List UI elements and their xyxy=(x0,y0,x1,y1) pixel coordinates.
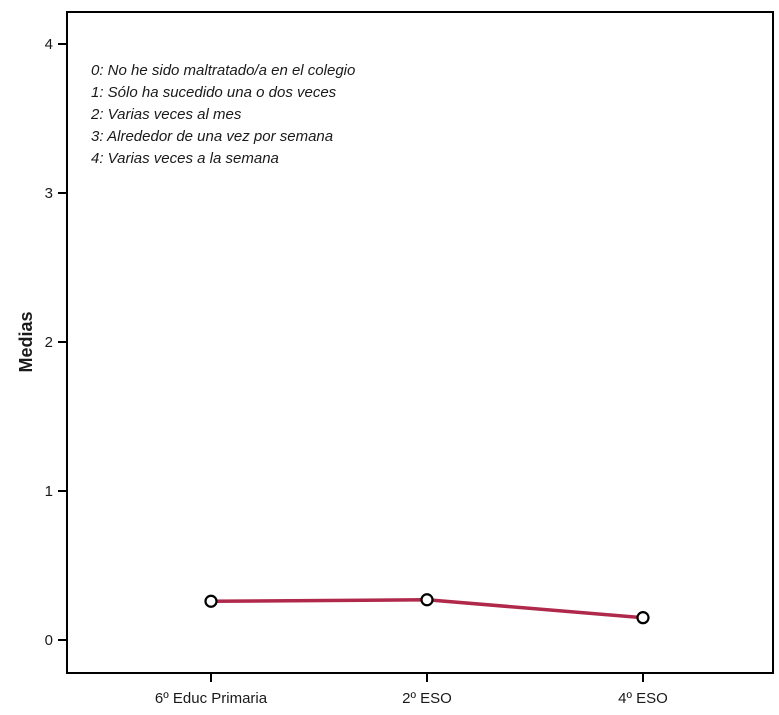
y-axis-ticks: 0 1 2 3 4 xyxy=(45,36,67,649)
annotation-line-0: 0: No he sido maltratado/a en el colegio xyxy=(91,62,355,79)
data-point-1 xyxy=(420,593,434,607)
annotation-legend: 0: No he sido maltratado/a en el colegio… xyxy=(90,62,355,167)
y-tick-label-0: 0 xyxy=(45,632,53,649)
y-tick-label-2: 2 xyxy=(45,334,53,351)
data-point-2 xyxy=(636,611,650,625)
x-tick-label-0: 6º Educ Primaria xyxy=(155,690,268,707)
x-tick-label-1: 2º ESO xyxy=(402,690,452,707)
x-axis-ticks: 6º Educ Primaria 2º ESO 4º ESO xyxy=(155,673,668,707)
data-point-0 xyxy=(204,594,218,608)
annotation-line-3: 3: Alrededor de una vez por semana xyxy=(91,128,333,145)
annotation-line-1: 1: Sólo ha sucedido una o dos veces xyxy=(91,84,337,101)
x-tick-label-2: 4º ESO xyxy=(618,690,668,707)
y-tick-label-4: 4 xyxy=(45,36,53,53)
y-tick-label-3: 3 xyxy=(45,185,53,202)
y-tick-label-1: 1 xyxy=(45,483,53,500)
annotation-line-4: 4: Varias veces a la semana xyxy=(91,150,279,167)
series-layer xyxy=(204,593,650,625)
y-axis-label: Medias xyxy=(16,311,36,372)
annotation-line-2: 2: Varias veces al mes xyxy=(90,106,242,123)
